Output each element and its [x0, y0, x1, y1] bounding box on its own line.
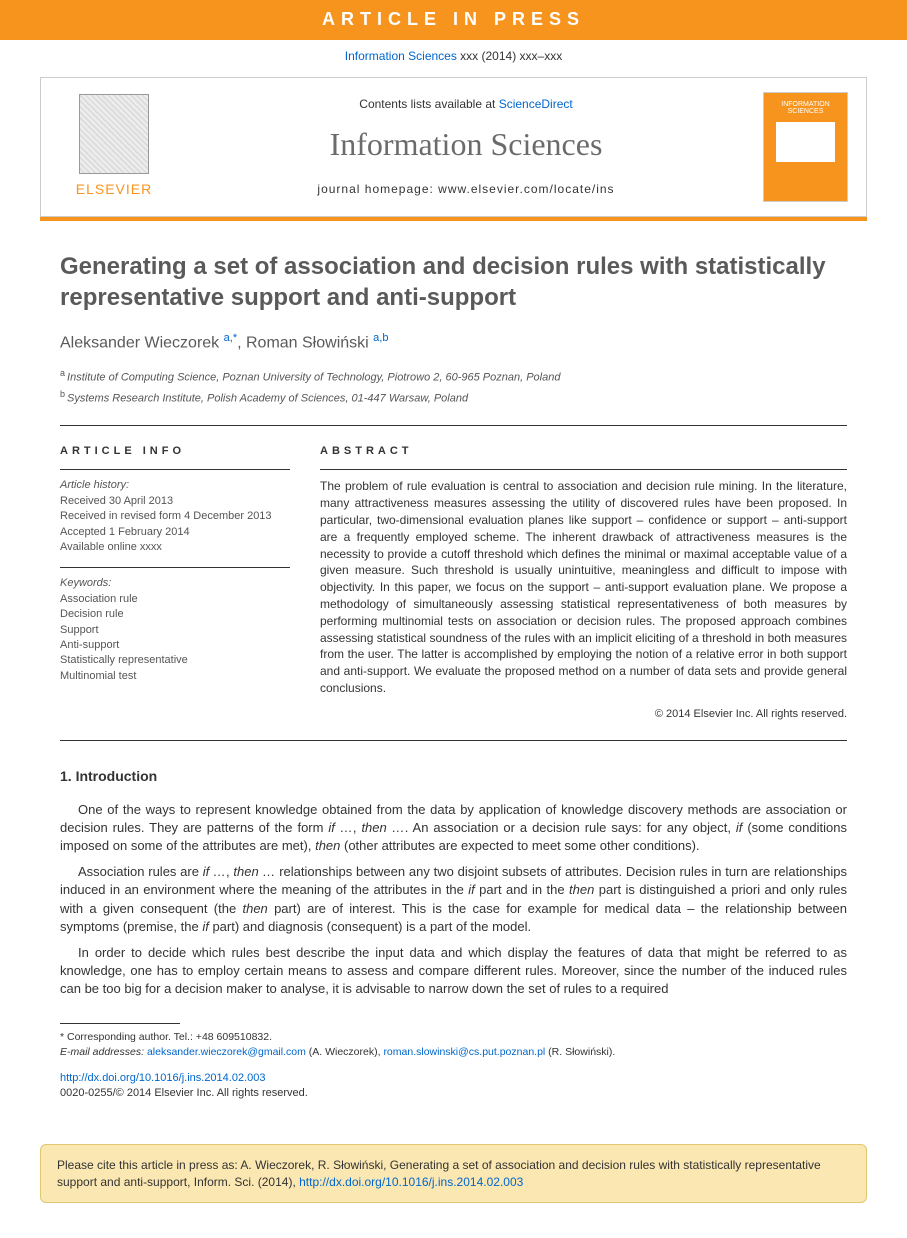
- publisher-name: ELSEVIER: [76, 180, 152, 200]
- corresponding-author-footnote: * Corresponding author. Tel.: +48 609510…: [60, 1030, 847, 1046]
- keyword-item: Association rule: [60, 592, 290, 607]
- banner-text: ARTICLE IN PRESS: [322, 7, 585, 32]
- contents-available-line: Contents lists available at ScienceDirec…: [169, 96, 763, 113]
- keyword-item: Multinomial test: [60, 669, 290, 684]
- horizontal-rule: [60, 425, 847, 426]
- author-separator: ,: [237, 335, 246, 352]
- citation-box: Please cite this article in press as: A.…: [40, 1144, 867, 1204]
- revised-date: Received in revised form 4 December 2013: [60, 509, 290, 524]
- journal-ref-link[interactable]: Information Sciences: [345, 49, 457, 63]
- article-in-press-banner: ARTICLE IN PRESS: [0, 0, 907, 40]
- section-heading-intro: 1. Introduction: [60, 767, 847, 787]
- horizontal-rule: [60, 740, 847, 741]
- doi-line: http://dx.doi.org/10.1016/j.ins.2014.02.…: [60, 1071, 847, 1086]
- citation-doi-link[interactable]: http://dx.doi.org/10.1016/j.ins.2014.02.…: [299, 1175, 523, 1189]
- cover-title: INFORMATION SCIENCES: [764, 101, 847, 116]
- journal-title: Information Sciences: [169, 122, 763, 167]
- sciencedirect-link[interactable]: ScienceDirect: [499, 97, 573, 111]
- keyword-item: Support: [60, 623, 290, 638]
- journal-cover-thumbnail: INFORMATION SCIENCES: [763, 92, 848, 202]
- body-paragraph: One of the ways to represent knowledge o…: [60, 801, 847, 856]
- author-name: Roman Słowiński: [246, 335, 369, 352]
- abstract-text: The problem of rule evaluation is centra…: [320, 478, 847, 696]
- header-center-column: Contents lists available at ScienceDirec…: [169, 96, 763, 198]
- article-title: Generating a set of association and deci…: [60, 251, 847, 313]
- history-label: Article history:: [60, 478, 290, 493]
- abstract-rule: [320, 469, 847, 470]
- body-paragraph: Association rules are if …, then … relat…: [60, 863, 847, 936]
- author-affil-mark[interactable]: a,: [224, 332, 233, 344]
- accepted-date: Accepted 1 February 2014: [60, 525, 290, 540]
- author-affil-mark[interactable]: a,b: [373, 332, 388, 344]
- issn-copyright-line: 0020-0255/© 2014 Elsevier Inc. All right…: [60, 1086, 847, 1101]
- journal-homepage-line: journal homepage: www.elsevier.com/locat…: [169, 181, 763, 198]
- journal-ref-suffix: xxx (2014) xxx–xxx: [457, 49, 562, 63]
- keyword-item: Statistically representative: [60, 653, 290, 668]
- author-email-link[interactable]: roman.slowinski@cs.put.poznan.pl: [383, 1046, 545, 1058]
- main-content: Generating a set of association and deci…: [0, 221, 907, 1122]
- footnote-rule: [60, 1023, 180, 1024]
- article-info-heading: ARTICLE INFO: [60, 444, 290, 459]
- doi-link[interactable]: http://dx.doi.org/10.1016/j.ins.2014.02.…: [60, 1072, 266, 1084]
- author-list: Aleksander Wieczorek a,*, Roman Słowińsk…: [60, 331, 847, 355]
- keywords-block: Keywords: Association rule Decision rule…: [60, 576, 290, 684]
- article-info-column: ARTICLE INFO Article history: Received 3…: [60, 444, 290, 722]
- journal-reference-line: Information Sciences xxx (2014) xxx–xxx: [0, 40, 907, 77]
- author-name: Aleksander Wieczorek: [60, 335, 219, 352]
- info-abstract-row: ARTICLE INFO Article history: Received 3…: [60, 444, 847, 722]
- article-history-block: Article history: Received 30 April 2013 …: [60, 478, 290, 555]
- affiliation-line: bSystems Research Institute, Polish Acad…: [60, 388, 847, 407]
- email-footnote: E-mail addresses: aleksander.wieczorek@g…: [60, 1045, 847, 1061]
- elsevier-tree-logo: [79, 94, 149, 174]
- affiliation-line: aInstitute of Computing Science, Poznan …: [60, 367, 847, 386]
- cover-white-block: [776, 122, 834, 162]
- keyword-item: Decision rule: [60, 607, 290, 622]
- online-date: Available online xxxx: [60, 540, 290, 555]
- abstract-column: ABSTRACT The problem of rule evaluation …: [320, 444, 847, 722]
- abstract-copyright: © 2014 Elsevier Inc. All rights reserved…: [320, 707, 847, 722]
- info-rule: [60, 567, 290, 568]
- received-date: Received 30 April 2013: [60, 494, 290, 509]
- publisher-logo-column: ELSEVIER: [59, 94, 169, 200]
- journal-header-box: ELSEVIER Contents lists available at Sci…: [40, 77, 867, 217]
- body-paragraph: In order to decide which rules best desc…: [60, 944, 847, 999]
- info-rule: [60, 469, 290, 470]
- author-email-link[interactable]: aleksander.wieczorek@gmail.com: [147, 1046, 306, 1058]
- keyword-item: Anti-support: [60, 638, 290, 653]
- abstract-heading: ABSTRACT: [320, 444, 847, 459]
- keywords-label: Keywords:: [60, 576, 290, 591]
